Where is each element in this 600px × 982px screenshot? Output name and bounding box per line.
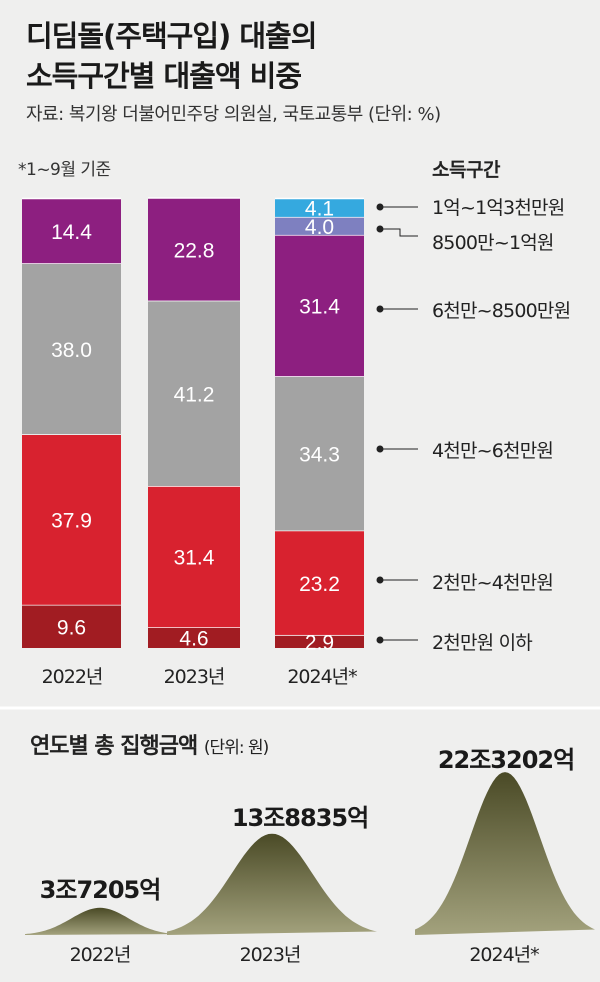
data-label: 37.9 (51, 510, 92, 533)
data-label: 4.6 (179, 628, 208, 651)
bar-segment (275, 634, 364, 648)
bar-segment (22, 434, 121, 605)
legend-label: 6천만~8500만원 (432, 300, 571, 322)
legend-label: 1억~1억3천만원 (432, 197, 565, 219)
bar-segment (148, 486, 240, 628)
data-label: 9.6 (57, 616, 86, 639)
data-label: 31.4 (299, 296, 340, 319)
bar-segment (22, 198, 121, 264)
x-tick-label: 2023년 (239, 944, 302, 966)
title-line-2: 소득구간별 대출액 비중 (26, 59, 302, 93)
bottom-chart-title: 연도별 총 집행금액 (단위: 원) (30, 728, 269, 760)
bar-segment (148, 198, 240, 301)
source-text: 자료: 복기왕 더불어민주당 의원실, 국토교통부 (단위: %) (26, 104, 441, 125)
amount-label: 22조3202억 (437, 746, 575, 774)
x-tick-label: 2023년 (163, 666, 226, 688)
data-label: 4.0 (305, 216, 334, 239)
bar-segment (22, 263, 121, 435)
data-label: 22.8 (174, 239, 215, 262)
bar-segment (148, 627, 240, 648)
legend-label: 4천만~6천만원 (432, 440, 554, 462)
legend-label: 8500만~1억원 (432, 232, 554, 254)
data-label: 41.2 (174, 383, 215, 406)
bar-segment (275, 198, 364, 217)
data-label: 34.3 (299, 443, 340, 466)
x-tick-label: 2024년* (287, 666, 357, 688)
amount-bell-curve (25, 907, 175, 935)
data-label: 23.2 (299, 573, 340, 596)
data-label: 14.4 (51, 221, 92, 244)
bottom-title-text: 연도별 총 집행금액 (30, 734, 198, 759)
bar-segment (22, 604, 121, 648)
data-label: 2.9 (305, 631, 334, 654)
page-title: 디딤돌(주택구입) 대출의 소득구간별 대출액 비중 (26, 16, 317, 96)
legend-label: 2천만원 이하 (432, 632, 533, 654)
bar-segment (275, 376, 364, 531)
amount-label: 13조8835억 (231, 804, 369, 832)
data-label: 38.0 (51, 339, 92, 362)
title-line-1: 디딤돌(주택구입) 대출의 (26, 19, 317, 53)
bar-segment (275, 234, 364, 377)
legend-title: 소득구간 (432, 159, 500, 181)
legend-leader-line (380, 228, 418, 237)
x-tick-label: 2024년* (469, 944, 539, 966)
footnote: *1~9월 기준 (18, 160, 111, 180)
amount-bell-curve (415, 772, 595, 935)
amount-label: 3조7205억 (39, 876, 162, 904)
legend-label: 2천만~4천만원 (432, 572, 554, 594)
data-label: 31.4 (174, 547, 215, 570)
bar-segment (275, 530, 364, 635)
x-tick-label: 2022년 (41, 666, 104, 688)
amount-bell-curve (167, 833, 377, 935)
data-label: 4.1 (305, 198, 334, 221)
x-tick-label: 2022년 (69, 944, 132, 966)
bar-segment (275, 216, 364, 235)
bar-segment (148, 300, 240, 486)
bottom-unit-label: (단위: 원) (203, 738, 269, 758)
